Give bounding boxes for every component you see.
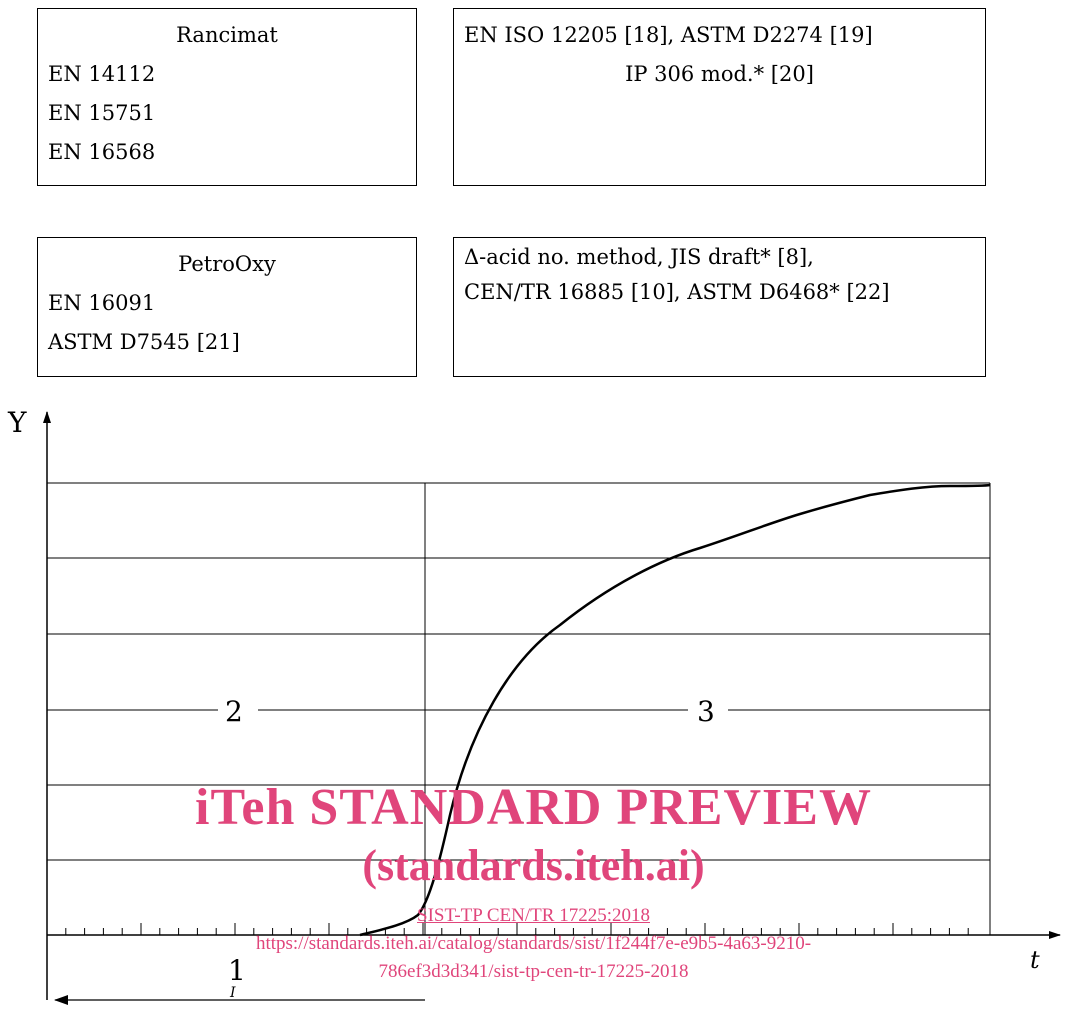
induction-region-label: 2 [225, 695, 243, 728]
gridlines [47, 482, 990, 861]
x-axis-label: t [1030, 946, 1040, 974]
watermark-subtitle: (standards.iteh.ai) [362, 841, 705, 890]
iso-methods-line: IP 306 mod.* [20] [625, 62, 814, 86]
oxidation-region-label: 3 [697, 695, 715, 728]
period-label: 1 [228, 954, 246, 987]
iso-methods-line: EN ISO 12205 [18], ASTM D2274 [19] [464, 23, 873, 47]
watermark-title: iTeh STANDARD PREVIEW [195, 779, 872, 836]
acid-methods-line: Δ-acid no. method, JIS draft* [8], [464, 245, 814, 269]
petrooxy-methods-box: PetroOxy EN 16091 ASTM D7545 [21] [37, 237, 417, 377]
watermark-url[interactable]: 786ef3d3d341/sist-tp-cen-tr-17225-2018 [378, 961, 689, 982]
oxidation-curve [359, 483, 991, 937]
watermark-url[interactable]: https://standards.iteh.ai/catalog/standa… [255, 933, 812, 954]
petrooxy-standard: ASTM D7545 [21] [48, 330, 240, 354]
rancimat-methods-box: Rancimat EN 14112 EN 15751 EN 16568 [37, 8, 417, 186]
y-axis-label: Y [7, 406, 27, 439]
x-axis-ticks [65, 923, 969, 935]
acid-methods-box: Δ-acid no. method, JIS draft* [8], CEN/T… [453, 237, 986, 377]
watermark-link[interactable]: SIST-TP CEN/TR 17225:2018 [417, 905, 650, 926]
period-marker: I [229, 985, 236, 1001]
iso-methods-box: EN ISO 12205 [18], ASTM D2274 [19] IP 30… [453, 8, 986, 186]
petrooxy-title: PetroOxy [178, 252, 276, 276]
rancimat-standard: EN 14112 [48, 62, 156, 86]
rancimat-standard: EN 16568 [48, 140, 156, 164]
petrooxy-standard: EN 16091 [48, 291, 156, 315]
rancimat-title: Rancimat [176, 23, 278, 47]
rancimat-standard: EN 15751 [48, 101, 156, 125]
acid-methods-line: CEN/TR 16885 [10], ASTM D6468* [22] [464, 280, 890, 304]
